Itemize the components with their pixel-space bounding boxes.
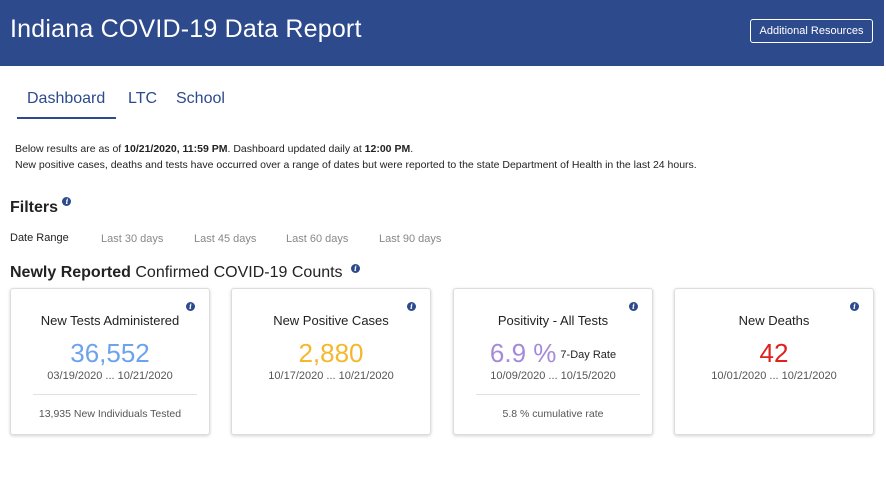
card-footer: 5.8 % cumulative rate (502, 408, 604, 420)
filter-last-60-days[interactable]: Last 60 days (286, 233, 349, 245)
card-value-wrap: 6.9 % 7-Day Rate (454, 338, 652, 369)
info-icon[interactable]: i (62, 197, 72, 206)
filters-title: Filters (10, 199, 59, 216)
card-date-range: 10/17/2020 ... 10/21/2020 (268, 370, 394, 382)
info-icon[interactable]: i (629, 302, 638, 311)
page-title: Indiana COVID-19 Data Report (10, 15, 362, 43)
counts-title-rest: Confirmed COVID-19 Counts (130, 264, 343, 281)
card-value-suffix: 7-Day Rate (560, 349, 617, 362)
note-time: 12:00 PM (364, 143, 411, 155)
tab-school[interactable]: School (176, 90, 225, 107)
info-icon[interactable]: i (351, 264, 361, 273)
info-icon[interactable]: i (186, 302, 195, 311)
filter-last-45-days[interactable]: Last 45 days (194, 233, 257, 245)
card-title: New Tests Administered (40, 313, 180, 328)
tab-dashboard[interactable]: Dashboard (16, 90, 117, 119)
card-value: 6.9 % (489, 338, 557, 368)
counts-heading: Newly Reported Confirmed COVID-19 Counts… (10, 264, 361, 282)
card-title: Positivity - All Tests (497, 313, 609, 328)
update-note: Below results are as of 10/21/2020, 11:5… (15, 143, 413, 155)
card-divider (476, 394, 640, 395)
date-range-label: Date Range (10, 232, 69, 244)
card-value: 2,880 (298, 338, 364, 368)
card-positivity: i Positivity - All Tests 6.9 % 7-Day Rate… (453, 288, 653, 435)
card-value: 42 (759, 338, 789, 368)
filter-last-30-days[interactable]: Last 30 days (101, 233, 164, 245)
card-new-positive-cases: i New Positive Cases 2,880 10/17/2020 ..… (231, 288, 431, 435)
card-date-range: 10/09/2020 ... 10/15/2020 (490, 370, 616, 382)
card-title: New Positive Cases (273, 313, 389, 328)
info-icon[interactable]: i (407, 302, 416, 311)
counts-title-bold: Newly Reported (10, 264, 131, 281)
card-value: 36,552 (70, 338, 150, 368)
note-prefix: Below results are as of (15, 143, 125, 155)
card-new-deaths: i New Deaths 42 10/01/2020 ... 10/21/202… (674, 288, 874, 435)
card-title: New Deaths (738, 313, 810, 328)
note-mid: . Dashboard updated daily at (227, 143, 365, 155)
filters-heading: Filters i (10, 197, 72, 217)
card-new-tests: i New Tests Administered 36,552 03/19/20… (10, 288, 210, 435)
card-date-range: 03/19/2020 ... 10/21/2020 (47, 370, 173, 382)
reporting-note: New positive cases, deaths and tests hav… (15, 159, 697, 171)
filter-last-90-days[interactable]: Last 90 days (379, 233, 442, 245)
note-date: 10/21/2020, 11:59 PM (124, 143, 228, 155)
tab-ltc[interactable]: LTC (128, 90, 158, 107)
additional-resources-button[interactable]: Additional Resources (750, 19, 873, 43)
header-bar: Indiana COVID-19 Data Report Additional … (0, 0, 884, 66)
note-suffix: . (410, 143, 414, 155)
card-date-range: 10/01/2020 ... 10/21/2020 (711, 370, 837, 382)
info-icon[interactable]: i (850, 302, 859, 311)
card-footer: 13,935 New Individuals Tested (38, 408, 182, 420)
card-divider (33, 394, 197, 395)
